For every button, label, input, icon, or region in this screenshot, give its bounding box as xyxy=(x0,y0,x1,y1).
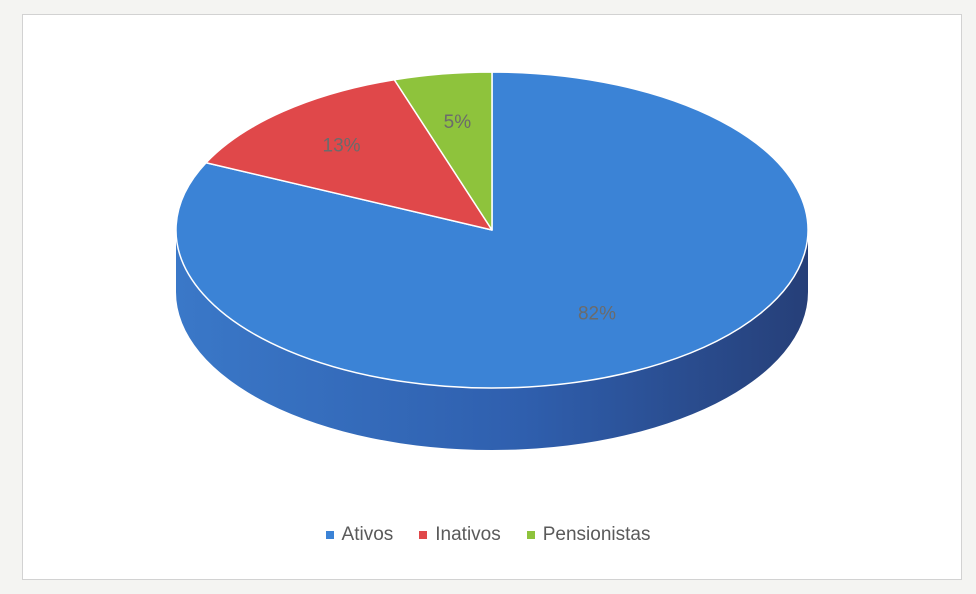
data-label-ativos: 82% xyxy=(578,304,616,325)
data-label-pensionistas: 5% xyxy=(444,112,472,133)
legend-swatch-inativos xyxy=(419,531,428,539)
legend-item-ativos[interactable]: Ativos xyxy=(325,524,394,546)
data-label-inativos: 13% xyxy=(323,136,361,157)
legend-item-inativos[interactable]: Inativos xyxy=(419,524,501,546)
pie-slice-inativos[interactable] xyxy=(205,78,493,231)
legend-swatch-pensionistas xyxy=(526,531,535,539)
legend-swatch-ativos xyxy=(325,531,334,539)
legend-item-pensionistas[interactable]: Pensionistas xyxy=(526,524,651,546)
legend-label-pensionistas: Pensionistas xyxy=(542,524,651,545)
pie-side-ativos xyxy=(176,230,808,450)
chart-legend: Ativos Inativos Pensionistas xyxy=(0,524,976,546)
pie-slice-pensionistas[interactable] xyxy=(393,71,493,231)
legend-label-inativos: Inativos xyxy=(435,524,501,545)
legend-label-ativos: Ativos xyxy=(341,524,394,545)
